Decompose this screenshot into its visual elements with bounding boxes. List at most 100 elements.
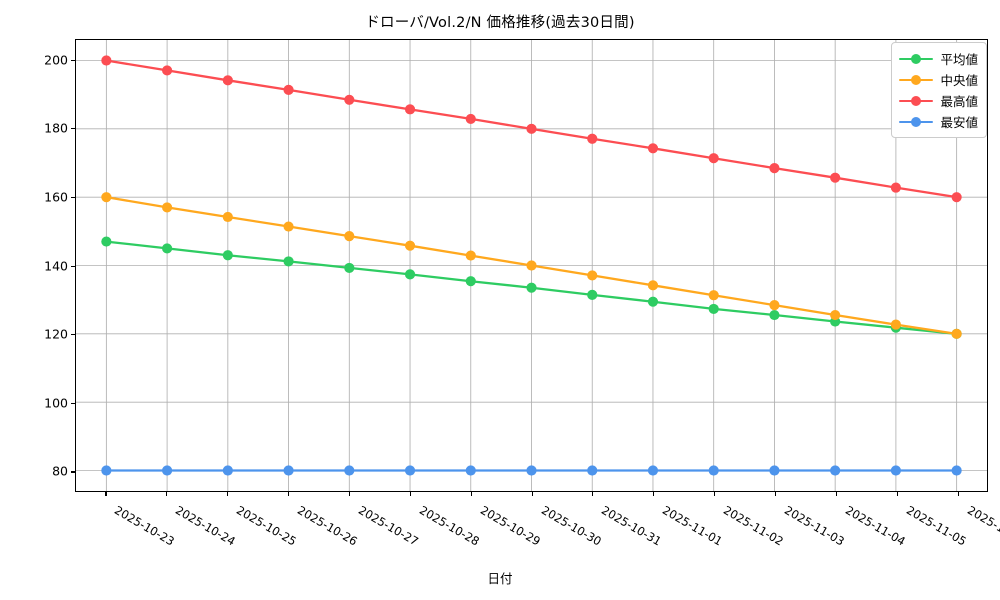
data-point [344,94,355,105]
data-point [708,303,719,314]
x-tick-label: 2025-10-31 [599,503,665,549]
y-axis-tick [71,334,75,336]
x-tick-label: 2025-10-23 [112,503,178,549]
y-tick-label: 100 [44,395,68,411]
data-point [344,262,355,273]
data-point [101,465,112,476]
y-tick-label: 80 [52,463,68,479]
x-tick-label: 2025-11-04 [842,503,908,549]
x-tick-label: 2025-11-02 [721,503,786,549]
data-point [647,296,659,307]
x-tick-label: 2025-10-24 [173,503,239,549]
data-point [769,465,780,476]
legend-item-4[interactable]: 最安値 [899,111,978,132]
x-axis-tick [957,492,959,496]
y-tick-label: 120 [44,326,68,342]
data-point [465,276,476,287]
x-tick-label: 2025-10-25 [234,503,300,549]
x-tick-label: 2025-11-05 [903,503,969,549]
data-point [647,280,659,291]
legend-marker-icon [899,52,934,66]
data-point [162,65,173,76]
data-point [404,465,416,476]
x-axis-tick [774,492,777,496]
x-tick-label: 2025-10-28 [416,503,482,549]
x-axis-tick [592,492,594,496]
legend-label: 最高値 [940,94,978,109]
data-point [587,465,598,476]
data-point [465,465,476,476]
y-axis-tick [71,59,75,61]
data-point [769,163,780,174]
legend-item-3[interactable]: 最高値 [899,90,978,111]
chart-title: ドローバ/Vol.2/N 価格推移(過去30日間) [365,15,635,31]
x-axis-tick [835,492,837,496]
data-point [404,269,416,280]
data-point [890,319,901,330]
data-point [404,240,416,251]
data-point [283,221,294,232]
y-axis-tick [71,128,75,130]
y-axis-tick [71,402,75,404]
x-axis-tick [653,492,655,496]
y-tick-label: 180 [44,120,68,136]
legend-item-1[interactable]: 平均値 [899,48,978,69]
data-point [830,465,841,476]
data-point [708,465,719,476]
series-lines [101,55,962,476]
y-tick-label: 160 [44,189,68,205]
x-axis-tick [470,492,472,496]
y-axis-tick [71,471,75,473]
x-axis-tick [105,492,107,496]
data-point [830,172,841,183]
series-2 [101,192,962,339]
data-point [526,465,537,476]
data-point [951,328,962,339]
data-point [101,55,112,66]
data-point [465,113,476,125]
y-tick-label-group: 80 100 120 140 160 180 200 [10,39,68,492]
data-point [404,104,416,115]
x-tick-label: 2025-10-27 [355,503,421,549]
data-point [587,270,598,281]
legend-label: 中央値 [940,73,978,88]
x-axis-tick [896,492,898,496]
data-point [101,236,112,247]
data-point [951,192,962,203]
legend-item-2[interactable]: 中央値 [899,69,978,90]
legend-marker-icon [899,94,934,108]
y-axis-tick [71,265,75,267]
data-point [101,192,112,203]
series-4 [101,465,962,476]
data-point [283,256,294,267]
data-point [283,465,294,476]
data-point [222,75,233,86]
x-tick-label: 2025-11-06 [964,503,1000,549]
x-axis-tick [348,492,350,496]
y-tick-label: 140 [44,258,68,273]
data-point [344,231,355,242]
x-axis-tick [714,492,716,496]
data-point [162,202,173,213]
data-point [587,289,598,300]
x-tick-label: 2025-10-26 [295,503,360,549]
data-point [526,123,537,134]
chart-legend[interactable]: 平均値中央値最高値最安値 [891,42,987,138]
data-point [222,250,233,261]
legend-marker-icon [899,73,934,87]
data-point [647,465,659,476]
x-axis-tick [227,492,229,496]
data-point [526,260,537,271]
data-point [769,300,780,311]
legend-label: 最安値 [940,115,978,130]
y-tick-label: 200 [44,52,68,68]
data-point [162,243,173,254]
plot-area [75,39,988,492]
x-axis-tick [531,492,533,496]
x-axis-tick [409,492,411,496]
data-point [708,290,719,301]
x-axis-label: 日付 [487,571,513,586]
data-point [222,211,233,223]
data-point [283,84,294,95]
